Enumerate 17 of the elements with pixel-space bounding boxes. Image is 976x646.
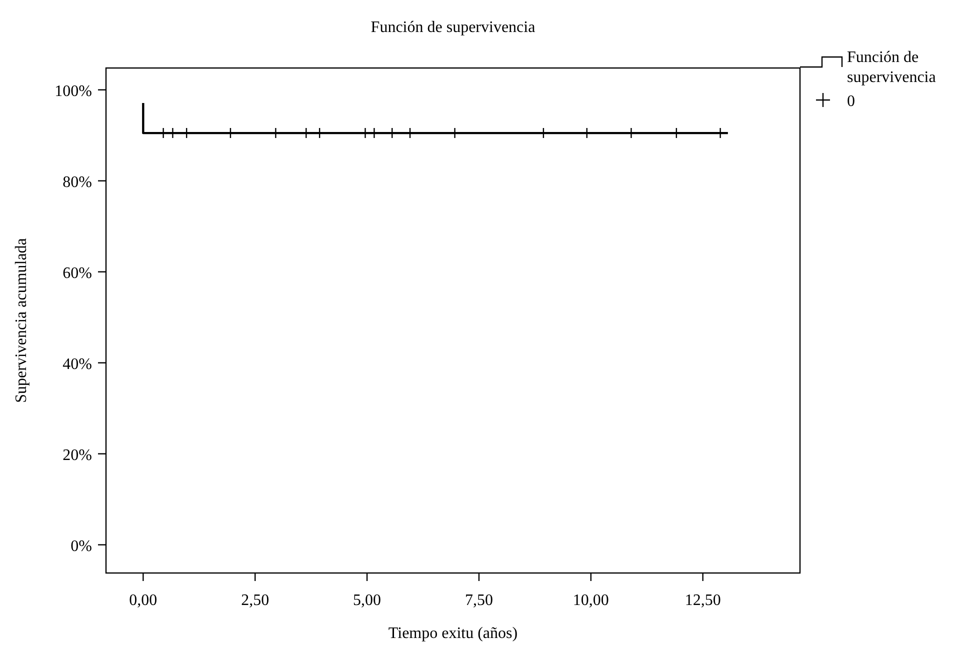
y-tick-label: 20% (62, 446, 92, 464)
legend-label: Función de supervivencia (847, 49, 936, 86)
y-tick-label: 80% (62, 174, 92, 191)
y-tick-label: 0% (70, 538, 92, 555)
x-tick-label: 2,50 (241, 592, 270, 609)
legend-label: 0 (847, 93, 855, 110)
y-tick-label: 60% (62, 264, 92, 282)
chart-title: Función de supervivencia (370, 19, 536, 36)
x-tick-label: 10,00 (572, 592, 609, 609)
x-axis-title: Tiempo exitu (años) (388, 625, 518, 642)
x-tick-label: 5,00 (353, 592, 382, 609)
x-tick-label: 12,50 (684, 592, 721, 609)
y-tick-label: 100% (54, 82, 92, 100)
y-tick-label: 40% (62, 356, 92, 373)
y-axis-title: Supervivencia acumulada (13, 238, 30, 403)
x-tick-label: 0,00 (129, 592, 158, 609)
x-tick-label: 7,50 (464, 592, 493, 609)
